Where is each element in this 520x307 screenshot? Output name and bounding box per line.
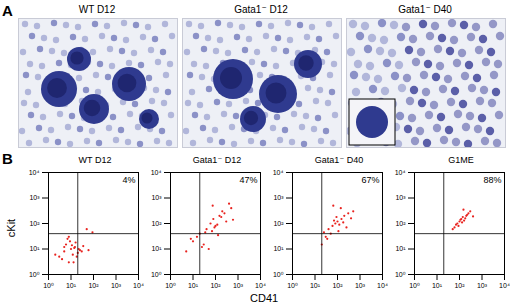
svg-text:10³: 10³ (111, 282, 122, 289)
svg-text:10³: 10³ (477, 282, 488, 289)
html-text:G1ME: G1ME (448, 155, 474, 165)
html-text:B: B (2, 150, 13, 167)
svg-text:4%: 4% (122, 175, 135, 185)
svg-text:10³: 10³ (395, 194, 406, 201)
html-text:Gata1⁻ D12: Gata1⁻ D12 (192, 155, 242, 165)
svg-text:47%: 47% (239, 175, 257, 185)
svg-text:67%: 67% (361, 175, 379, 185)
svg-text:10¹: 10¹ (310, 282, 321, 289)
svg-text:10⁰: 10⁰ (165, 282, 176, 289)
svg-text:10³: 10³ (151, 194, 162, 201)
svg-text:10²: 10² (29, 220, 40, 227)
html-text:Gata1⁻ D12: Gata1⁻ D12 (234, 4, 288, 15)
svg-text:10³: 10³ (29, 194, 40, 201)
svg-text:10¹: 10¹ (151, 245, 162, 252)
svg-text:10¹: 10¹ (432, 282, 443, 289)
svg-text:10²: 10² (332, 282, 343, 289)
html-text:WT D12: WT D12 (78, 155, 112, 165)
html-text:WT D12: WT D12 (78, 4, 116, 15)
html-text:cKit: cKit (5, 218, 18, 238)
svg-text:10³: 10³ (273, 194, 284, 201)
svg-text:10⁰: 10⁰ (287, 282, 298, 289)
html-text:A: A (2, 2, 13, 19)
svg-text:10³: 10³ (233, 282, 244, 289)
svg-text:10¹: 10¹ (188, 282, 199, 289)
svg-text:10⁴: 10⁴ (151, 169, 162, 176)
html-text:CD41: CD41 (250, 292, 279, 304)
svg-text:10³: 10³ (355, 282, 366, 289)
svg-text:10⁴: 10⁴ (499, 282, 510, 289)
svg-text:88%: 88% (483, 175, 501, 185)
svg-text:10²: 10² (395, 220, 406, 227)
svg-text:10⁴: 10⁴ (273, 169, 284, 176)
svg-text:10⁰: 10⁰ (43, 282, 54, 289)
svg-text:10¹: 10¹ (66, 282, 77, 289)
svg-text:10²: 10² (210, 282, 221, 289)
svg-text:10⁰: 10⁰ (273, 271, 284, 278)
svg-text:10⁰: 10⁰ (151, 271, 162, 278)
svg-text:10²: 10² (88, 282, 99, 289)
svg-text:10⁰: 10⁰ (395, 271, 406, 278)
svg-text:10⁴: 10⁴ (377, 282, 388, 289)
svg-text:10⁴: 10⁴ (395, 169, 406, 176)
html-text:Gata1⁻ D40: Gata1⁻ D40 (398, 4, 452, 15)
svg-text:10¹: 10¹ (395, 245, 406, 252)
svg-text:10⁴: 10⁴ (255, 282, 266, 289)
svg-text:10²: 10² (273, 220, 284, 227)
svg-text:10¹: 10¹ (29, 245, 40, 252)
svg-text:10²: 10² (151, 220, 162, 227)
svg-text:10⁰: 10⁰ (409, 282, 420, 289)
svg-text:10⁴: 10⁴ (29, 169, 40, 176)
svg-text:10⁴: 10⁴ (133, 282, 144, 289)
html-text:Gata1⁻ D40: Gata1⁻ D40 (314, 155, 364, 165)
svg-text:10⁰: 10⁰ (29, 271, 40, 278)
svg-text:10²: 10² (454, 282, 465, 289)
svg-text:10¹: 10¹ (273, 245, 284, 252)
